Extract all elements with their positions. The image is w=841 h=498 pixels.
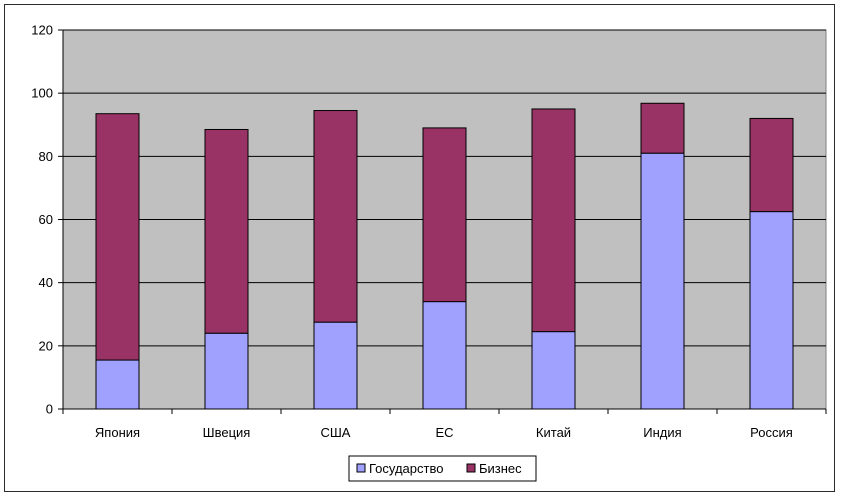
y-tick-label: 120 xyxy=(31,23,53,38)
legend-label: Государство xyxy=(369,461,443,476)
y-tick-label: 60 xyxy=(39,212,53,227)
y-tick-label: 20 xyxy=(39,338,53,353)
x-axis: Япония Швеция США ЕС Китай Индия Россия xyxy=(62,408,827,440)
bar-biznes xyxy=(204,128,249,334)
legend-swatch xyxy=(466,463,476,473)
bar-gosudarstvo xyxy=(640,152,685,410)
bar-biznes xyxy=(422,127,467,303)
x-tick-label: Швеция xyxy=(203,425,251,440)
legend-box xyxy=(348,455,537,482)
y-axis: 0 20 40 60 80 100 120 xyxy=(31,23,64,417)
legend-swatch xyxy=(356,463,366,473)
bar-gosudarstvo xyxy=(531,331,576,410)
bar-biznes xyxy=(531,108,576,333)
x-tick-label: Россия xyxy=(750,425,793,440)
x-tick-label: США xyxy=(321,425,351,440)
bar-biznes xyxy=(95,113,140,361)
bar-biznes xyxy=(640,102,685,154)
y-tick-label: 0 xyxy=(46,402,53,417)
bars xyxy=(95,102,794,410)
y-tick-label: 80 xyxy=(39,149,53,164)
bar-biznes xyxy=(313,110,358,323)
x-tick-label: Япония xyxy=(95,425,140,440)
y-tick-label: 40 xyxy=(39,275,53,290)
x-tick-label: ЕС xyxy=(435,425,453,440)
x-tick-label: Китай xyxy=(536,425,571,440)
legend-label: Бизнес xyxy=(479,461,522,476)
bar-gosudarstvo xyxy=(95,359,140,410)
bar-gosudarstvo xyxy=(313,321,358,410)
legend: Государство Бизнес xyxy=(348,455,537,482)
x-tick-label: Индия xyxy=(643,425,681,440)
y-tick-label: 100 xyxy=(31,86,53,101)
bar-biznes xyxy=(749,117,794,213)
bar-gosudarstvo xyxy=(749,211,794,410)
bar-gosudarstvo xyxy=(204,332,249,410)
bar-gosudarstvo xyxy=(422,301,467,410)
